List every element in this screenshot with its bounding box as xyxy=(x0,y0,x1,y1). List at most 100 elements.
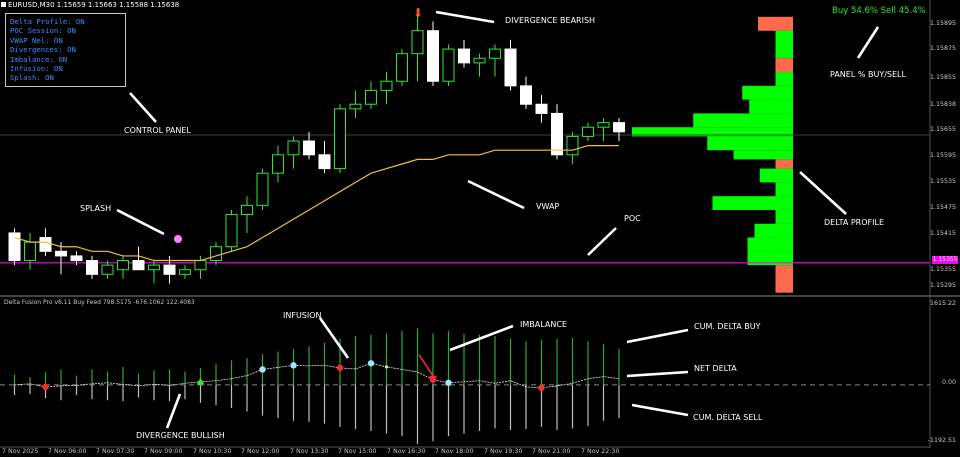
candle-body xyxy=(179,269,191,275)
cp-item-splash[interactable]: Splash: ON xyxy=(10,73,54,83)
profile-buy-bar xyxy=(754,223,793,238)
annotation-imbalance: IMBALANCE xyxy=(520,320,567,329)
candle-body xyxy=(551,112,563,156)
candle-body xyxy=(132,260,145,271)
price-tick: 1.15295 xyxy=(929,282,956,289)
cp-item-delta-profile[interactable]: Delta Profile: ON xyxy=(10,17,85,26)
candle-body xyxy=(458,48,470,64)
profile-sell-bar xyxy=(775,58,793,73)
candle-body xyxy=(613,122,625,133)
candle-body xyxy=(566,135,579,156)
divergence-dot xyxy=(336,364,344,372)
divergence-dot xyxy=(42,383,49,391)
indicator-tick: 1615.22 xyxy=(929,300,956,307)
infusion-dot xyxy=(445,379,452,386)
annotation-net-delta: NET DELTA xyxy=(694,364,737,373)
delta-profile xyxy=(632,16,793,293)
candle-body xyxy=(272,154,284,174)
candle-body xyxy=(287,140,300,156)
candles: ⬇ xyxy=(8,6,625,284)
annotation-pointer xyxy=(587,227,617,256)
candle-body xyxy=(86,260,98,275)
annotation-splash: SPLASH xyxy=(80,204,112,213)
annotation-infusion: INFUSION xyxy=(283,311,322,320)
price-tick: 1.15475 xyxy=(929,204,956,211)
annotation-pointer xyxy=(449,324,514,352)
annotation-poc: POC xyxy=(624,214,641,223)
price-tick: 1.15355 xyxy=(929,266,956,273)
annotation-cum-delta-sell: CUM. DELTA SELL xyxy=(693,413,763,422)
profile-buy-bar xyxy=(707,136,793,151)
bearish-divergence-line xyxy=(418,354,434,377)
profile-buy-bar xyxy=(632,127,793,137)
profile-buy-bar xyxy=(775,30,793,45)
cp-item-divergences[interactable]: Divergences: ON xyxy=(10,45,76,55)
profile-buy-bar xyxy=(749,99,793,114)
time-tick: 7 Nov 13:30 xyxy=(290,448,329,455)
price-tick: 1.15875 xyxy=(929,45,956,52)
cp-item-poc-session[interactable]: POC Session: ON xyxy=(10,26,76,36)
profile-buy-bar xyxy=(775,44,793,59)
time-tick: 7 Nov 06:00 xyxy=(48,448,87,455)
profile-buy-bar xyxy=(712,196,793,210)
annotation-delta-profile: DELTA PROFILE xyxy=(824,218,885,227)
annotation-pointer xyxy=(435,10,495,24)
price-tick: 1.15838 xyxy=(929,101,956,108)
profile-buy-bar xyxy=(759,168,793,183)
profile-buy-bar xyxy=(775,182,793,197)
annotation-pointer xyxy=(799,171,847,215)
annotation-pointer xyxy=(165,393,182,429)
indicator-tick: 0.00 xyxy=(941,379,956,386)
annotation-pointer xyxy=(626,370,689,378)
control-panel[interactable]: Delta Profile: ON POC Session: ON VWAP N… xyxy=(5,13,126,87)
price-tick: 1.15655 xyxy=(929,126,956,133)
price-tick: 1.15855 xyxy=(929,74,956,81)
divergence-bullish-marker xyxy=(196,377,205,385)
candle-body xyxy=(318,154,331,170)
candle-body xyxy=(148,264,160,271)
price-tick: 1.15535 xyxy=(929,178,956,185)
candle-body xyxy=(473,57,486,64)
candle-body xyxy=(520,85,532,105)
price-tick: 1.15415 xyxy=(929,230,956,237)
time-tick: 7 Nov 21:00 xyxy=(532,448,571,455)
net-delta-line xyxy=(14,362,620,389)
annotation-control-panel: CONTROL PANEL xyxy=(124,126,191,135)
infusion-dot xyxy=(290,362,297,369)
candle-body xyxy=(411,30,424,55)
candle-body xyxy=(117,260,129,271)
annotation-cum-delta-buy: CUM. DELTA BUY xyxy=(694,322,761,331)
price-tick: 1.15595 xyxy=(929,152,956,159)
candle-body xyxy=(256,172,269,206)
profile-sell-bar xyxy=(775,265,793,293)
candle-body xyxy=(8,232,21,262)
candle-body xyxy=(334,108,346,170)
candle-body xyxy=(101,264,114,275)
time-tick: 7 Nov 19:30 xyxy=(484,448,523,455)
candle-body xyxy=(380,80,393,91)
candle-body xyxy=(504,48,517,87)
candle-body xyxy=(70,255,83,262)
time-tick: 7 Nov 16:30 xyxy=(387,448,426,455)
candle-body xyxy=(39,237,52,252)
annotation-vwap: VWAP xyxy=(536,202,560,211)
time-tick: 7 Nov 12:00 xyxy=(241,448,280,455)
symbol-line: EURUSD,M30 1.15659 1.15663 1.15588 1.156… xyxy=(8,1,180,9)
profile-buy-bar xyxy=(693,113,793,128)
annotation-pointer xyxy=(467,179,525,210)
buy-sell-percent: Buy 54.6% Sell 45.4% xyxy=(832,6,926,16)
profile-buy-bar xyxy=(733,150,793,160)
cp-item-infusion[interactable]: Infusion: ON xyxy=(10,64,63,74)
cp-item-imbalance[interactable]: Imbalance: ON xyxy=(10,54,68,64)
cp-item-vwap[interactable]: VWAP Nel: ON xyxy=(10,35,63,45)
vwap-line xyxy=(14,145,619,262)
divergence-dot xyxy=(538,384,545,392)
annotation-divergence-bullish: DIVERGENCE BULLISH xyxy=(136,431,225,440)
profile-sell-bar xyxy=(775,159,793,169)
annotation-pointer xyxy=(631,403,689,417)
candle-body xyxy=(427,30,439,82)
indicator-title: Delta Fusion Pro v6.11 Buy Feed 798.5175… xyxy=(4,299,195,306)
candle-body xyxy=(303,140,315,156)
